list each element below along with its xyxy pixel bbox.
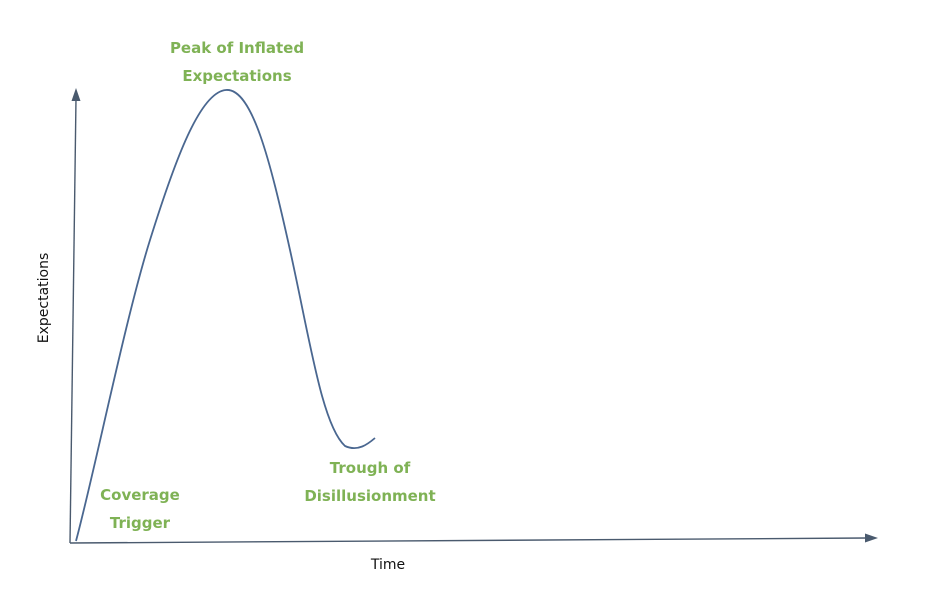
x-axis-label: Time <box>370 557 405 573</box>
trough-label-line-2: Disillusionment <box>304 487 435 505</box>
peak-label-line-1: Peak of Inflated <box>170 39 304 57</box>
trigger-label-line-1: Coverage <box>100 486 180 504</box>
y-axis-line <box>69 97 77 544</box>
hype-curve <box>75 89 376 542</box>
x-axis-arrowhead <box>865 533 878 543</box>
y-axis-label: Expectations <box>36 253 52 344</box>
trough-label-line-1: Trough of <box>330 459 411 477</box>
peak-label-line-2: Expectations <box>182 67 291 85</box>
y-axis-arrowhead <box>71 88 81 101</box>
x-axis-line <box>69 537 868 544</box>
trigger-label-line-2: Trigger <box>110 514 171 532</box>
